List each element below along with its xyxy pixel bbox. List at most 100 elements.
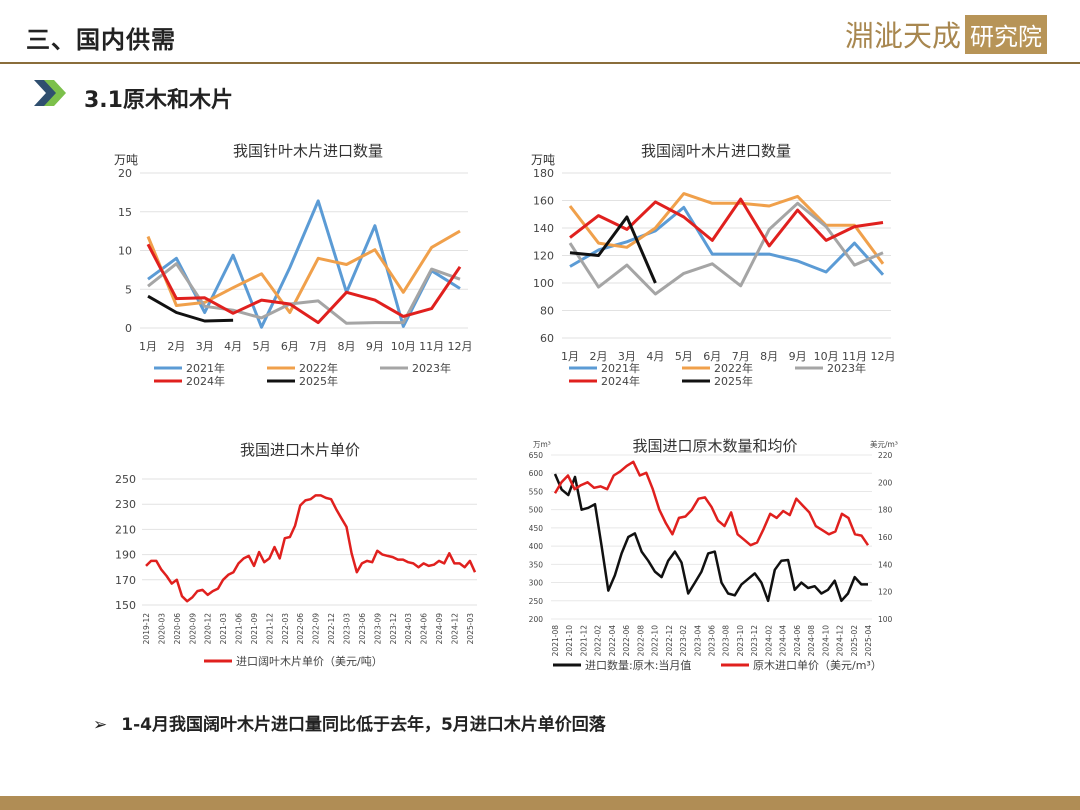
x-tick-label: 2024-06 bbox=[793, 625, 802, 657]
legend-label: 2021年 bbox=[601, 361, 640, 375]
x-tick-label: 2025-04 bbox=[864, 625, 873, 657]
x-tick-label: 4月 bbox=[646, 350, 664, 363]
x-tick-label: 2022-06 bbox=[296, 613, 305, 645]
series-line-right bbox=[553, 460, 870, 547]
x-tick-label: 2023-04 bbox=[693, 625, 702, 657]
x-tick-label: 2024-09 bbox=[435, 613, 444, 645]
x-tick-label: 2022-02 bbox=[594, 625, 603, 657]
x-tick-label: 2020-09 bbox=[188, 613, 197, 645]
x-tick-label: 7月 bbox=[309, 340, 327, 353]
x-tick-label: 2023-12 bbox=[750, 625, 759, 657]
x-tick-label: 7月 bbox=[732, 350, 750, 363]
subsection-title: 3.1原木和木片 bbox=[84, 88, 233, 113]
x-tick-label: 11月 bbox=[842, 350, 867, 363]
x-tick-label: 10月 bbox=[814, 350, 839, 363]
x-tick-label: 2021-08 bbox=[551, 625, 560, 657]
y-tick-label: 190 bbox=[115, 549, 136, 562]
x-tick-label: 2022-09 bbox=[312, 613, 321, 645]
y-tick-label: 100 bbox=[533, 277, 554, 290]
legend-label: 进口数量:原木:当月值 bbox=[585, 658, 691, 672]
x-tick-label: 2022-08 bbox=[636, 625, 645, 657]
y-tick-label: 80 bbox=[540, 305, 554, 318]
legend-label: 2022年 bbox=[299, 361, 338, 375]
x-tick-label: 2022-10 bbox=[651, 625, 660, 657]
chart-title: 我国进口原木数量和均价 bbox=[632, 437, 797, 455]
y-tick-label: 600 bbox=[529, 469, 544, 478]
y-tick-label: 120 bbox=[533, 250, 554, 263]
y-tick-label: 350 bbox=[529, 560, 544, 569]
chart-svg: 我国进口木片单价 150 170 190 210 230 250 2019-12 2020-03… bbox=[115, 441, 477, 668]
y-tick-label: 150 bbox=[115, 599, 136, 612]
series-line-2021年 bbox=[147, 199, 461, 329]
summary-text: 1-4月我国阔叶木片进口量同比低于去年，5月进口木片单价回落 bbox=[121, 715, 606, 735]
chip-unit-price-chart: 我国进口木片单价 150 170 190 210 230 250 2019-12 2020-03… bbox=[110, 435, 480, 675]
header-divider bbox=[0, 62, 1080, 64]
y2-tick-label: 160 bbox=[878, 533, 893, 542]
x-tick-label: 1月 bbox=[139, 340, 157, 353]
y2-unit-label: 美元/m³ bbox=[870, 439, 898, 449]
chart-svg: 我国进口原木数量和均价 万m³ 美元/m³ 200 250 300 350 400 450 500… bbox=[529, 437, 898, 672]
y-tick-label: 250 bbox=[529, 597, 544, 606]
x-tick-label: 3月 bbox=[618, 350, 636, 363]
legend-label: 2024年 bbox=[601, 374, 640, 388]
y-tick-label: 60 bbox=[540, 332, 554, 345]
series-line-price bbox=[145, 494, 477, 603]
summary-bullet: ➢ 1-4月我国阔叶木片进口量同比低于去年，5月进口木片单价回落 bbox=[93, 710, 606, 735]
x-tick-label: 12月 bbox=[871, 350, 896, 363]
x-tick-label: 2025-02 bbox=[850, 625, 859, 657]
y-tick-label: 650 bbox=[529, 451, 544, 460]
x-tick-label: 2月 bbox=[167, 340, 185, 353]
y-tick-label: 200 bbox=[529, 615, 544, 624]
x-tick-label: 2022-06 bbox=[622, 625, 631, 657]
chart-title: 我国进口木片单价 bbox=[240, 441, 360, 459]
x-tick-label: 2024-06 bbox=[420, 613, 429, 645]
legend-label: 2025年 bbox=[299, 374, 338, 388]
x-tick-label: 2024-02 bbox=[764, 625, 773, 657]
x-tick-label: 2023-02 bbox=[679, 625, 688, 657]
brand-logo: 淵泚天成 研究院 bbox=[845, 14, 1048, 54]
softwood-chip-import-chart: 我国针叶木片进口数量 万吨 0 5 10 15 20 1月 2月 3月 4月 5月 6月 7月 8月 9月 10… bbox=[110, 138, 480, 393]
x-tick-label: 9月 bbox=[789, 350, 807, 363]
y-tick-label: 210 bbox=[115, 523, 136, 536]
x-tick-label: 2月 bbox=[589, 350, 607, 363]
bullet-marker: ➢ bbox=[93, 715, 108, 735]
legend-label: 2023年 bbox=[412, 361, 451, 375]
x-tick-label: 2023-06 bbox=[358, 613, 367, 645]
y2-tick-label: 220 bbox=[878, 451, 893, 460]
y-unit-label: 万m³ bbox=[533, 440, 551, 449]
series-line-2022年 bbox=[146, 229, 461, 314]
section-title: 三、国内供需 bbox=[26, 26, 176, 54]
x-tick-label: 2020-12 bbox=[204, 613, 213, 645]
x-tick-label: 2022-03 bbox=[281, 613, 290, 645]
series-line-2024年 bbox=[569, 197, 884, 248]
x-tick-label: 2024-12 bbox=[450, 613, 459, 645]
x-tick-label: 8月 bbox=[338, 340, 356, 353]
y-tick-label: 5 bbox=[125, 283, 132, 296]
legend-label: 原木进口单价（美元/m³） bbox=[753, 659, 882, 672]
footer-bar bbox=[0, 796, 1080, 810]
x-tick-label: 5月 bbox=[675, 350, 693, 363]
y-tick-label: 170 bbox=[115, 574, 136, 587]
chart-title: 我国针叶木片进口数量 bbox=[233, 142, 383, 160]
x-tick-label: 6月 bbox=[281, 340, 299, 353]
x-tick-label: 11月 bbox=[419, 340, 444, 353]
x-tick-label: 2022-12 bbox=[665, 625, 674, 657]
y-tick-label: 20 bbox=[118, 167, 132, 180]
legend-label: 2022年 bbox=[714, 361, 753, 375]
x-tick-label: 2022-12 bbox=[327, 613, 336, 645]
y-tick-label: 550 bbox=[529, 487, 544, 496]
y-tick-label: 15 bbox=[118, 206, 132, 219]
hardwood-chip-import-chart: 我国阔叶木片进口数量 万吨 60 80 100 120 140 160 180 1月 2月 3月 4月 5… bbox=[525, 138, 905, 393]
x-tick-label: 2020-03 bbox=[157, 613, 166, 645]
legend-label: 进口阔叶木片单价（美元/吨） bbox=[236, 655, 383, 668]
y-tick-label: 0 bbox=[125, 322, 132, 335]
series-line-2021年 bbox=[569, 205, 885, 276]
y2-tick-label: 120 bbox=[878, 588, 893, 597]
legend-label: 2021年 bbox=[186, 361, 225, 375]
legend-label: 2023年 bbox=[827, 361, 866, 375]
x-tick-label: 2023-08 bbox=[722, 625, 731, 657]
series-line-2025年 bbox=[147, 294, 234, 323]
x-tick-label: 1月 bbox=[561, 350, 579, 363]
legend-label: 2024年 bbox=[186, 374, 225, 388]
